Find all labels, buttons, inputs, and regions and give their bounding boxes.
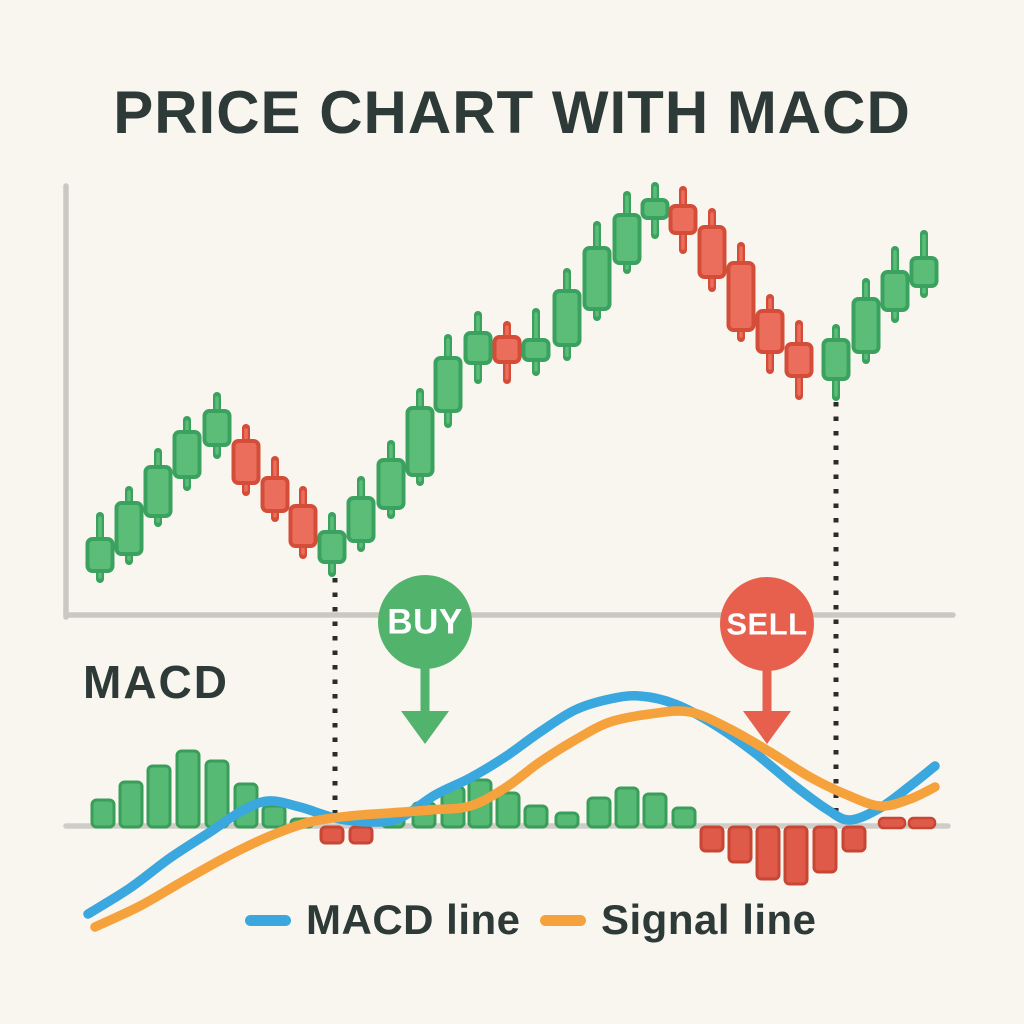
candle-body-up — [143, 465, 173, 518]
macd-histogram-bar-down — [812, 825, 838, 874]
macd-histogram-bar-up — [523, 804, 549, 829]
sell-marker-label: SELL — [726, 607, 807, 642]
buy-marker-arrow-stem — [420, 667, 430, 713]
candle-body-down — [726, 261, 756, 332]
macd-histogram-bar-down — [783, 825, 809, 886]
buy-marker-arrow-head-icon — [401, 711, 449, 744]
candle-body-up — [582, 246, 612, 311]
candle-body-down — [231, 439, 261, 485]
macd-line — [83, 691, 940, 919]
candle-body-up — [909, 256, 939, 288]
signal-line-legend-label: Signal line — [601, 896, 817, 943]
legend-item-signal-line: Signal line — [540, 896, 817, 944]
candle-body-up — [85, 537, 115, 573]
candle-body-up — [612, 213, 642, 265]
chart-legend: MACD line Signal line — [0, 896, 1024, 956]
candle-body-up — [880, 270, 910, 312]
macd-panel-label: MACD — [83, 656, 229, 708]
candle-body-down — [668, 204, 698, 235]
macd-histogram-bar-up — [614, 786, 640, 829]
candle-body-up — [172, 430, 202, 479]
candle-body-up — [202, 409, 232, 447]
signal-line — [90, 706, 940, 932]
macd-histogram-bar-down — [699, 825, 725, 853]
sell-marker-arrow-stem — [762, 669, 772, 713]
macd-histogram-bar-down — [841, 825, 867, 853]
sell-marker-arrow-head-icon — [743, 711, 791, 744]
candle-body-up — [405, 406, 435, 477]
buy-marker-label: BUY — [387, 603, 462, 642]
macd-histogram-bar-down — [319, 825, 345, 845]
macd-histogram-bar-down — [755, 825, 781, 881]
page-title: PRICE CHART WITH MACD — [113, 79, 911, 146]
candle-body-up — [346, 496, 376, 543]
macd-histogram-bar-up — [175, 749, 201, 829]
macd-histogram-bar-up — [495, 791, 521, 829]
signal-line-swatch-icon — [540, 914, 586, 926]
candle-body-up — [463, 331, 493, 365]
legend-item-macd-line: MACD line — [245, 896, 521, 944]
candle-body-up — [317, 530, 347, 564]
macd-zero-dash — [907, 816, 937, 830]
candle-body-up — [552, 289, 582, 347]
macd-histogram-bar-up — [671, 806, 697, 829]
candle-body-down — [697, 225, 727, 279]
candle-body-down — [260, 476, 290, 513]
sell-marker-circle — [720, 577, 814, 671]
candle-body-up — [851, 297, 881, 354]
macd-histogram-bar-up — [261, 804, 287, 829]
candle-body-up — [521, 338, 551, 362]
macd-histogram-bar-down — [727, 825, 753, 864]
macd-line-swatch-icon — [245, 914, 291, 926]
macd-histogram-bar-up — [118, 780, 144, 829]
macd-histogram-bar-up — [146, 764, 172, 829]
macd-histogram-bar-down — [348, 825, 374, 845]
macd-histogram-bar-up — [642, 792, 668, 829]
macd-histogram-bar-up — [90, 798, 116, 829]
macd-histogram-bar-up — [586, 796, 612, 829]
candle-body-down — [784, 342, 814, 378]
buy-marker-circle — [378, 575, 472, 669]
candle-body-up — [433, 356, 463, 413]
candle-body-down — [288, 504, 318, 548]
candle-body-down — [492, 335, 522, 364]
candle-body-up — [821, 338, 851, 381]
macd-histogram-bar-up — [554, 811, 580, 829]
macd-zero-dash — [877, 816, 907, 830]
candle-body-up — [376, 458, 406, 510]
candle-body-up — [114, 501, 144, 556]
macd-line-legend-label: MACD line — [306, 896, 521, 943]
candle-body-up — [640, 198, 670, 220]
candle-body-down — [755, 309, 785, 354]
